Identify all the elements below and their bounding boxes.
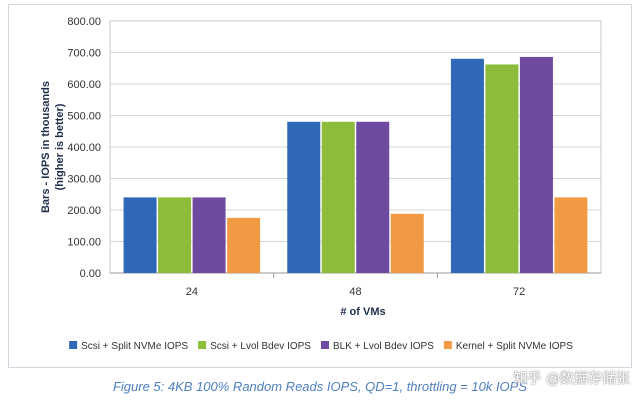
bar-72-series-3 bbox=[519, 56, 553, 273]
x-tick-label: 48 bbox=[349, 286, 361, 298]
y-axis-title-line-2: (higher is better) bbox=[54, 103, 66, 190]
watermark: 知乎 @数据存储张 bbox=[513, 371, 630, 387]
bar-72-series-1 bbox=[450, 58, 484, 273]
figure-caption: Figure 5: 4KB 100% Random Reads IOPS, QD… bbox=[112, 379, 528, 394]
gridlines bbox=[109, 20, 602, 274]
y-tick-label: 600.00 bbox=[67, 79, 101, 91]
y-axis-title-line-1: Bars - IOPS in thousands bbox=[40, 81, 52, 213]
x-axis-title: # of VMs bbox=[340, 306, 385, 318]
y-tick-label: 100.00 bbox=[67, 237, 101, 249]
bar-chart: 0.00 100.00 200.00 300.00 400.00 500.00 600.00… bbox=[40, 16, 602, 352]
legend-swatch-4 bbox=[443, 341, 452, 349]
legend-swatch-2 bbox=[198, 341, 207, 349]
bar-24-series-1 bbox=[123, 197, 157, 273]
legend-swatch-3 bbox=[320, 341, 329, 349]
bars bbox=[123, 56, 588, 273]
bar-24-series-2 bbox=[158, 197, 192, 273]
legend-label-3: BLK + Lvol Bdev IOPS bbox=[333, 341, 434, 352]
x-tick-label: 72 bbox=[513, 286, 525, 298]
y-tick-label: 400.00 bbox=[67, 142, 101, 154]
y-axis-ticks: 0.00 100.00 200.00 300.00 400.00 500.00 600.00… bbox=[67, 16, 101, 280]
bar-72-series-2 bbox=[485, 64, 519, 273]
x-axis-ticks: 24 48 72 bbox=[186, 273, 525, 298]
x-tick-label: 24 bbox=[186, 286, 198, 298]
y-tick-label: 800.00 bbox=[67, 16, 101, 28]
bar-48-series-1 bbox=[287, 121, 321, 273]
bar-48-series-4 bbox=[390, 213, 424, 273]
bar-24-series-4 bbox=[227, 217, 261, 273]
bar-48-series-2 bbox=[321, 121, 355, 273]
bar-72-series-4 bbox=[554, 197, 588, 273]
legend-label-2: Scsi + Lvol Bdev IOPS bbox=[210, 341, 311, 352]
chart-frame: 0.00 100.00 200.00 300.00 400.00 500.00 600.00… bbox=[8, 4, 632, 368]
y-tick-label: 200.00 bbox=[67, 205, 101, 217]
legend-swatch-1 bbox=[69, 341, 78, 349]
y-tick-label: 300.00 bbox=[67, 174, 101, 186]
legend-label-1: Scsi + Split NVMe IOPS bbox=[81, 341, 188, 352]
legend: Scsi + Split NVMe IOPS Scsi + Lvol Bdev I… bbox=[69, 341, 573, 352]
y-tick-label: 700.00 bbox=[67, 48, 101, 60]
bar-24-series-3 bbox=[192, 197, 226, 273]
legend-label-4: Kernel + Split NVMe IOPS bbox=[456, 341, 573, 352]
bar-48-series-3 bbox=[356, 121, 390, 273]
y-tick-label: 0.00 bbox=[80, 268, 101, 280]
y-tick-label: 500.00 bbox=[67, 111, 101, 123]
